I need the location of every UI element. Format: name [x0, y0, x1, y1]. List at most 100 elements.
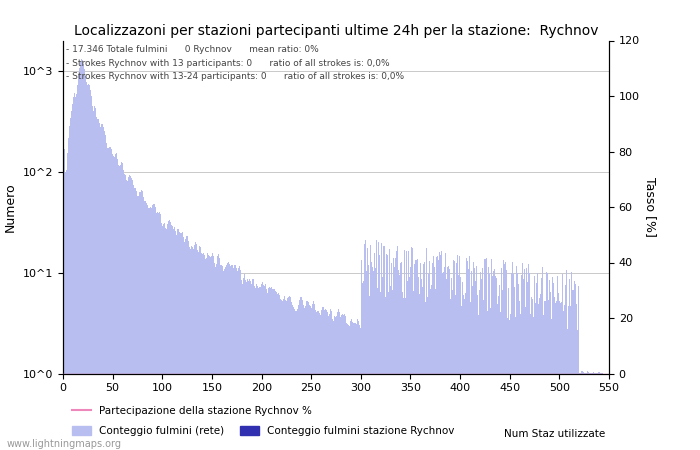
Bar	[281, 300, 282, 450]
Bar	[319, 313, 320, 450]
Bar	[85, 76, 86, 450]
Bar	[386, 255, 388, 450]
Bar	[504, 264, 505, 450]
Bar	[340, 317, 341, 450]
Bar	[601, 374, 602, 450]
Bar	[96, 117, 97, 450]
Bar	[449, 269, 450, 450]
Bar	[363, 280, 364, 450]
Bar	[597, 373, 598, 450]
Bar	[410, 267, 412, 450]
Bar	[367, 248, 368, 450]
Bar	[79, 68, 80, 450]
Bar	[479, 290, 480, 450]
Bar	[590, 373, 591, 450]
Bar	[172, 226, 173, 450]
Bar	[578, 286, 579, 450]
Bar	[70, 118, 71, 450]
Bar	[91, 96, 92, 450]
Bar	[535, 303, 536, 450]
Bar	[407, 281, 409, 450]
Bar	[598, 372, 599, 450]
Bar	[288, 297, 289, 450]
Bar	[207, 253, 208, 450]
Bar	[158, 213, 160, 450]
Bar	[224, 270, 225, 450]
Title: Localizzazoni per stazioni partecipanti ultime 24h per la stazione:  Rychnov: Localizzazoni per stazioni partecipanti …	[74, 24, 598, 38]
Bar	[76, 94, 77, 450]
Bar	[97, 119, 98, 450]
Bar	[581, 371, 582, 450]
Bar	[168, 221, 169, 450]
Bar	[522, 263, 523, 450]
Bar	[182, 232, 183, 450]
Bar	[237, 271, 238, 450]
Bar	[603, 374, 604, 450]
Bar	[482, 268, 483, 450]
Bar	[250, 281, 251, 450]
Bar	[275, 291, 276, 450]
Bar	[156, 213, 158, 450]
Bar	[116, 153, 117, 450]
Bar	[185, 239, 186, 450]
Bar	[102, 124, 103, 450]
Bar	[234, 265, 236, 450]
Bar	[300, 297, 301, 450]
Bar	[374, 268, 376, 450]
Bar	[260, 284, 262, 450]
Bar	[246, 279, 248, 450]
Bar	[496, 278, 497, 450]
Bar	[244, 274, 245, 450]
Bar	[175, 231, 176, 450]
Bar	[589, 373, 590, 450]
Bar	[232, 265, 233, 450]
Bar	[454, 261, 455, 450]
Bar	[127, 176, 129, 450]
Bar	[204, 256, 205, 450]
Bar	[209, 256, 210, 450]
Bar	[230, 266, 231, 450]
Bar	[466, 258, 467, 450]
Bar	[313, 301, 314, 450]
Bar	[177, 229, 178, 450]
Bar	[298, 306, 300, 450]
Bar	[277, 294, 279, 450]
Bar	[499, 285, 500, 450]
Bar	[318, 311, 319, 450]
Bar	[92, 106, 93, 450]
Bar	[486, 258, 487, 450]
Bar	[377, 288, 378, 450]
Bar	[310, 306, 312, 450]
Bar	[324, 310, 325, 450]
Bar	[568, 306, 569, 450]
Bar	[73, 97, 74, 450]
Bar	[72, 104, 73, 450]
Bar	[111, 153, 113, 450]
Bar	[83, 64, 84, 450]
Bar	[105, 135, 106, 450]
Bar	[365, 239, 366, 450]
Bar	[344, 314, 345, 450]
Bar	[364, 244, 365, 450]
Bar	[366, 271, 367, 450]
Bar	[176, 234, 177, 450]
Bar	[195, 242, 196, 450]
Bar	[495, 276, 496, 450]
Bar	[481, 279, 482, 450]
Bar	[526, 282, 528, 450]
Bar	[390, 286, 391, 450]
Bar	[190, 249, 191, 450]
Bar	[334, 316, 335, 450]
Bar	[596, 373, 597, 450]
Bar	[506, 270, 507, 450]
Bar	[369, 296, 370, 450]
Bar	[348, 324, 349, 450]
Bar	[533, 276, 535, 450]
Bar	[342, 315, 343, 450]
Bar	[402, 298, 403, 450]
Bar	[438, 261, 439, 450]
Bar	[117, 158, 118, 450]
Bar	[530, 314, 531, 450]
Bar	[433, 256, 434, 450]
Bar	[469, 256, 470, 450]
